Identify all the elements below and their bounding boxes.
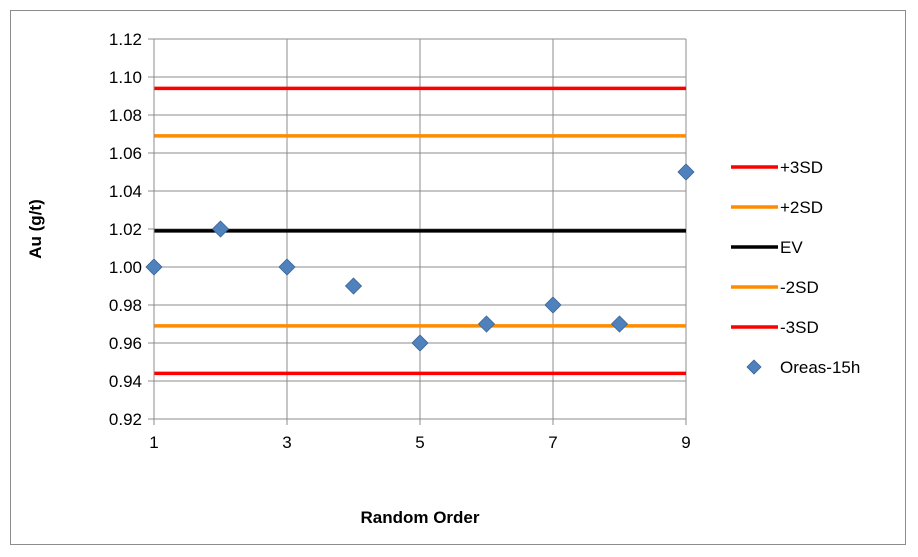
y-tick-label: 1.10: [109, 68, 142, 87]
y-tick-label: 1.06: [109, 144, 142, 163]
x-tick-label: 3: [282, 433, 291, 452]
tick-labels: 0.92 0.94 0.96 0.98 1.00 1.02 1.04 1.06 1.08 1.10…: [109, 30, 691, 452]
legend-label: EV: [780, 238, 803, 257]
data-points: [145, 163, 695, 352]
x-tick-label: 5: [415, 433, 424, 452]
data-point: [677, 163, 695, 181]
data-point: [411, 334, 429, 352]
reference-lines: [154, 86, 686, 376]
y-tick-label: 1.12: [109, 30, 142, 49]
grid: [153, 38, 687, 420]
legend-label: Oreas-15h: [780, 358, 860, 377]
y-tick-label: 1.00: [109, 258, 142, 277]
x-tick-label: 1: [149, 433, 158, 452]
data-point: [610, 315, 629, 333]
legend-label: +3SD: [780, 158, 823, 177]
y-tick-label: 0.96: [109, 334, 142, 353]
x-tick-label: 9: [681, 433, 690, 452]
y-axis-title: Au (g/t): [26, 199, 45, 258]
chart-svg: 0.92 0.94 0.96 0.98 1.00 1.02 1.04 1.06 1.08 1.10…: [26, 30, 860, 527]
axes: [148, 38, 687, 425]
legend: +3SD +2SD EV -2SD -3SD Oreas-15h: [731, 158, 860, 377]
y-tick-label: 1.02: [109, 220, 142, 239]
y-tick-label: 0.94: [109, 372, 142, 391]
y-tick-label: 1.08: [109, 106, 142, 125]
x-tick-label: 7: [548, 433, 557, 452]
legend-label: +2SD: [780, 198, 823, 217]
x-axis-title: Random Order: [360, 508, 479, 527]
data-point: [344, 277, 363, 295]
legend-marker: [746, 359, 762, 375]
chart-area: 0.92 0.94 0.96 0.98 1.00 1.02 1.04 1.06 1.08 1.10…: [10, 10, 906, 545]
legend-label: -2SD: [780, 278, 819, 297]
data-point: [544, 296, 562, 314]
data-point: [145, 258, 163, 276]
data-point: [211, 220, 230, 238]
data-point: [477, 315, 496, 333]
y-tick-label: 0.92: [109, 410, 142, 429]
legend-label: -3SD: [780, 318, 819, 337]
data-point: [278, 258, 296, 276]
y-tick-label: 1.04: [109, 182, 142, 201]
y-tick-label: 0.98: [109, 296, 142, 315]
